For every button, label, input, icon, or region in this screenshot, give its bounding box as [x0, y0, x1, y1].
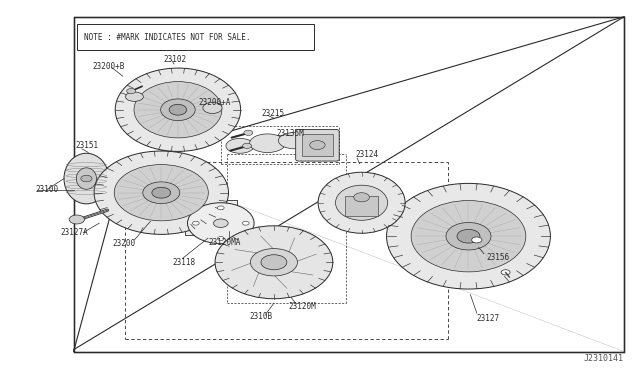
Circle shape — [243, 221, 249, 225]
FancyBboxPatch shape — [296, 129, 339, 161]
FancyBboxPatch shape — [302, 134, 333, 156]
Bar — [77, 24, 314, 50]
Ellipse shape — [115, 68, 241, 151]
Circle shape — [218, 237, 224, 240]
Ellipse shape — [250, 134, 285, 153]
Text: NOTE : #MARK INDICATES NOT FOR SALE.: NOTE : #MARK INDICATES NOT FOR SALE. — [84, 33, 251, 42]
Ellipse shape — [125, 92, 143, 101]
Text: 23200: 23200 — [112, 239, 135, 248]
Ellipse shape — [76, 168, 97, 189]
Text: 23120MA: 23120MA — [208, 238, 241, 247]
Ellipse shape — [161, 99, 195, 121]
Circle shape — [127, 89, 136, 94]
Ellipse shape — [387, 183, 550, 289]
Text: 23156: 23156 — [486, 253, 509, 262]
Circle shape — [354, 193, 369, 202]
Text: 2310B: 2310B — [250, 312, 273, 321]
Ellipse shape — [152, 187, 171, 198]
Circle shape — [501, 270, 510, 275]
Ellipse shape — [457, 230, 480, 243]
Text: 23127: 23127 — [477, 314, 500, 323]
Text: J2310141: J2310141 — [584, 354, 624, 363]
Text: 23135M: 23135M — [276, 129, 304, 138]
Text: 23151: 23151 — [76, 141, 99, 150]
Bar — [74, 17, 624, 352]
Circle shape — [244, 130, 253, 135]
Ellipse shape — [411, 201, 526, 272]
Circle shape — [69, 215, 84, 224]
Ellipse shape — [143, 182, 180, 203]
Circle shape — [261, 255, 287, 270]
Ellipse shape — [115, 164, 209, 221]
Ellipse shape — [64, 153, 109, 204]
Text: 23120M: 23120M — [288, 302, 316, 311]
Ellipse shape — [278, 132, 310, 149]
FancyBboxPatch shape — [185, 200, 237, 235]
Circle shape — [193, 221, 199, 225]
Circle shape — [214, 219, 228, 227]
Ellipse shape — [215, 226, 333, 299]
Text: 23124: 23124 — [355, 150, 378, 159]
FancyBboxPatch shape — [345, 196, 378, 216]
Text: 23200+A: 23200+A — [198, 98, 231, 107]
Ellipse shape — [94, 151, 228, 234]
Ellipse shape — [169, 104, 187, 115]
Circle shape — [310, 141, 325, 150]
Circle shape — [218, 206, 224, 210]
Ellipse shape — [446, 222, 491, 250]
Text: 23100: 23100 — [35, 185, 58, 194]
Text: 23200+B: 23200+B — [93, 62, 125, 71]
Ellipse shape — [335, 185, 388, 220]
Ellipse shape — [226, 138, 254, 153]
Ellipse shape — [318, 172, 405, 233]
Ellipse shape — [250, 248, 298, 276]
Circle shape — [81, 175, 92, 182]
Text: 23118: 23118 — [173, 258, 196, 267]
Text: 23102: 23102 — [163, 55, 186, 64]
Ellipse shape — [188, 203, 254, 244]
Circle shape — [203, 102, 222, 113]
Text: 23215: 23215 — [261, 109, 284, 118]
Circle shape — [243, 143, 252, 148]
Text: 23127A: 23127A — [61, 228, 88, 237]
Ellipse shape — [134, 81, 222, 138]
Circle shape — [472, 237, 482, 243]
